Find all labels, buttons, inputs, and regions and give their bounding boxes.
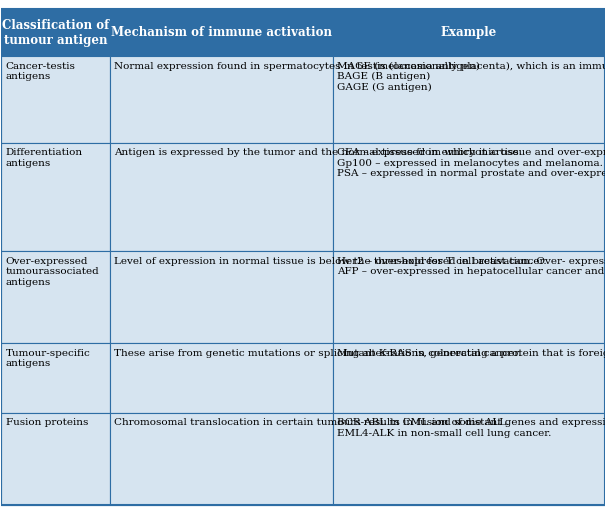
Text: Chromosomal translocation in certain tumours results in fusion of distant genes : Chromosomal translocation in certain tum…	[114, 418, 606, 427]
FancyBboxPatch shape	[110, 9, 333, 57]
FancyBboxPatch shape	[1, 413, 110, 505]
FancyBboxPatch shape	[110, 413, 333, 505]
FancyBboxPatch shape	[110, 251, 333, 343]
Text: Level of expression in normal tissue is below the threshold for T cell activatio: Level of expression in normal tissue is …	[114, 257, 606, 266]
Text: Mechanism of immune activation: Mechanism of immune activation	[111, 26, 332, 39]
FancyBboxPatch shape	[1, 57, 110, 143]
Text: Normal expression found in spermatocytes in testis (occasionally placenta), whic: Normal expression found in spermatocytes…	[114, 62, 606, 71]
Text: Mutant K-RAS in colorectal cancer.: Mutant K-RAS in colorectal cancer.	[338, 348, 522, 358]
FancyBboxPatch shape	[1, 143, 110, 251]
FancyBboxPatch shape	[110, 343, 333, 413]
FancyBboxPatch shape	[333, 9, 605, 57]
Text: Classification of
tumour antigen: Classification of tumour antigen	[2, 19, 109, 47]
Text: CEA – expressed in embryonic tissue and over-expressed in colorectal cancer.
Gp1: CEA – expressed in embryonic tissue and …	[338, 148, 606, 178]
Text: MAGE (melanoma antigen)
BAGE (B antigen)
GAGE (G antigen): MAGE (melanoma antigen) BAGE (B antigen)…	[338, 62, 481, 92]
Text: BCR-ABL in CML and some ALL.
EML4-ALK in non-small cell lung cancer.: BCR-ABL in CML and some ALL. EML4-ALK in…	[338, 418, 551, 438]
Text: Over-expressed
tumourassociated
antigens: Over-expressed tumourassociated antigens	[5, 257, 99, 287]
Text: Example: Example	[441, 26, 497, 39]
FancyBboxPatch shape	[1, 343, 110, 413]
FancyBboxPatch shape	[110, 143, 333, 251]
Text: Antigen is expressed by the tumor and the normal tissue from which it arose.: Antigen is expressed by the tumor and th…	[114, 148, 522, 157]
Text: Fusion proteins: Fusion proteins	[5, 418, 88, 427]
FancyBboxPatch shape	[110, 57, 333, 143]
Text: These arise from genetic mutations or splicing aberrations, generating a protein: These arise from genetic mutations or sp…	[114, 348, 606, 358]
Text: Tumour-specific
antigens: Tumour-specific antigens	[5, 348, 90, 368]
FancyBboxPatch shape	[1, 251, 110, 343]
FancyBboxPatch shape	[1, 9, 110, 57]
FancyBboxPatch shape	[333, 413, 605, 505]
FancyBboxPatch shape	[333, 143, 605, 251]
Text: Cancer-testis
antigens: Cancer-testis antigens	[5, 62, 76, 81]
FancyBboxPatch shape	[333, 343, 605, 413]
FancyBboxPatch shape	[333, 251, 605, 343]
Text: Differentiation
antigens: Differentiation antigens	[5, 148, 83, 168]
FancyBboxPatch shape	[333, 57, 605, 143]
Text: Her2 – over-expressed in breast cancer.
AFP – over-expressed in hepatocellular c: Her2 – over-expressed in breast cancer. …	[338, 257, 606, 276]
